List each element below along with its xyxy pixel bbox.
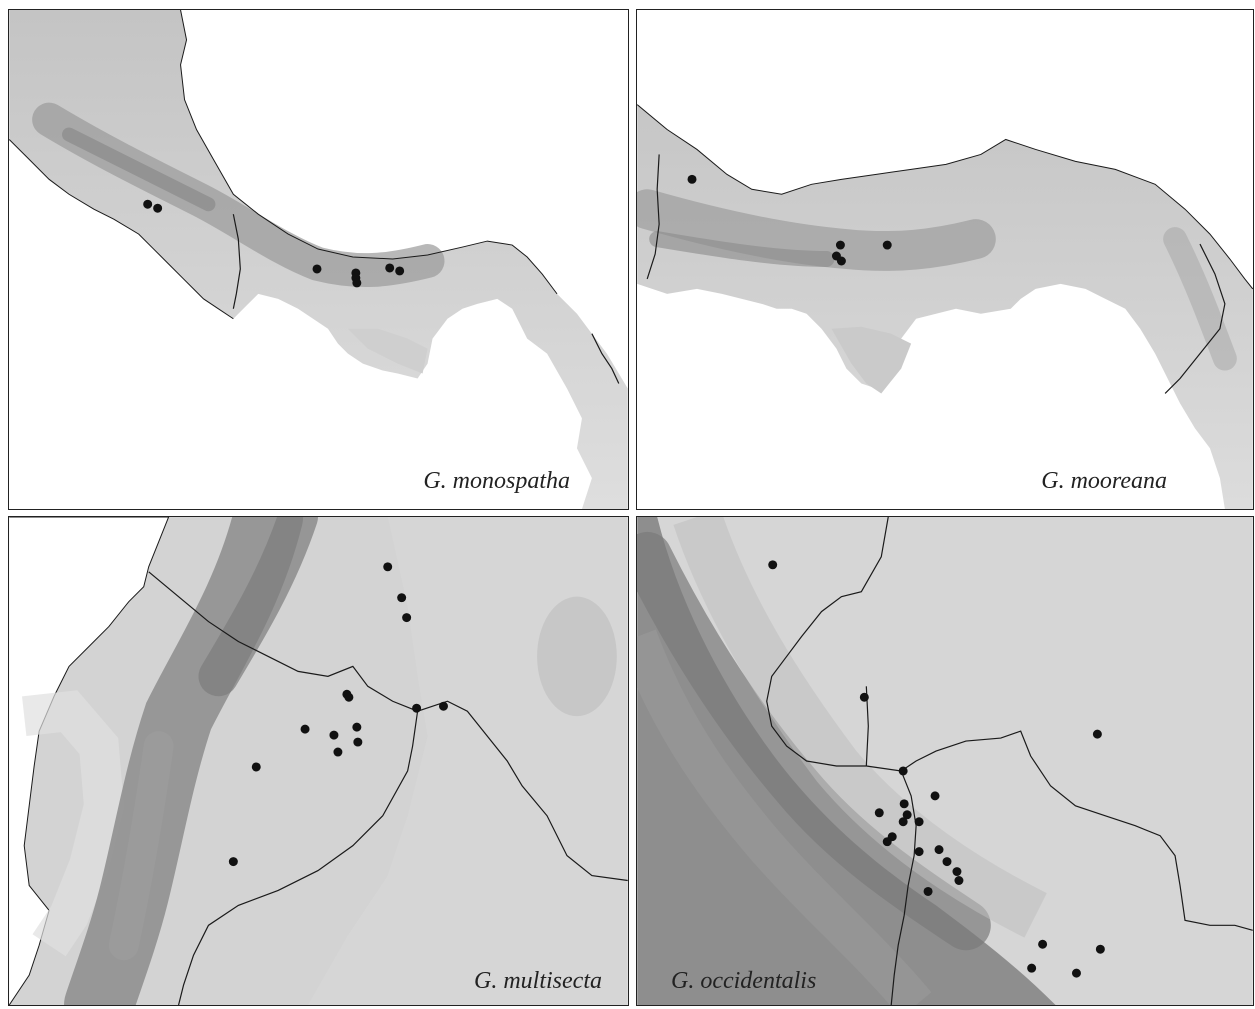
record-point bbox=[914, 847, 924, 857]
record-point bbox=[902, 810, 912, 820]
record-point bbox=[143, 199, 153, 209]
border-line bbox=[890, 770, 917, 1005]
record-point bbox=[836, 256, 846, 266]
record-point bbox=[874, 808, 884, 818]
record-point bbox=[352, 278, 362, 288]
record-point bbox=[1095, 944, 1105, 954]
map-multisecta bbox=[9, 517, 628, 1005]
record-point bbox=[1027, 963, 1037, 973]
border-line bbox=[232, 214, 241, 309]
border-line bbox=[148, 571, 628, 882]
species-label: G. multisecta bbox=[474, 968, 602, 994]
map-panel-occidentalis: G. occidentalis bbox=[636, 516, 1254, 1006]
record-point bbox=[898, 817, 908, 827]
record-point bbox=[300, 724, 310, 734]
record-point bbox=[312, 264, 322, 274]
record-point bbox=[952, 867, 962, 877]
border-line bbox=[766, 517, 889, 767]
record-point bbox=[251, 762, 261, 772]
record-point bbox=[439, 701, 448, 711]
record-point bbox=[914, 817, 924, 827]
record-point bbox=[687, 174, 697, 184]
record-points bbox=[768, 560, 1105, 978]
map-panel-mooreana: G. mooreana bbox=[636, 9, 1254, 510]
record-point bbox=[385, 263, 395, 273]
record-point bbox=[923, 886, 933, 896]
border-line bbox=[177, 711, 419, 1005]
species-label: G. occidentalis bbox=[671, 968, 817, 994]
border-line bbox=[646, 154, 660, 280]
record-point bbox=[835, 240, 845, 250]
record-point bbox=[1038, 939, 1048, 949]
record-point bbox=[1092, 729, 1102, 739]
record-points bbox=[228, 562, 448, 867]
record-point bbox=[153, 203, 163, 213]
record-points bbox=[687, 174, 892, 266]
record-point bbox=[329, 730, 339, 740]
record-point bbox=[859, 692, 869, 702]
map-mooreana bbox=[637, 10, 1253, 509]
record-point bbox=[333, 747, 343, 757]
record-point bbox=[412, 703, 422, 713]
record-point bbox=[228, 857, 238, 867]
map-monospatha bbox=[9, 10, 628, 509]
record-point bbox=[954, 876, 964, 885]
record-point bbox=[344, 692, 354, 702]
record-point bbox=[395, 266, 405, 276]
record-point bbox=[899, 799, 909, 809]
record-point bbox=[898, 766, 908, 776]
record-point bbox=[882, 240, 892, 250]
record-point bbox=[383, 562, 393, 572]
record-points bbox=[143, 199, 405, 288]
border-line bbox=[1164, 243, 1226, 394]
record-point bbox=[353, 737, 363, 747]
record-point bbox=[930, 791, 940, 801]
record-point bbox=[934, 845, 944, 855]
record-point bbox=[882, 837, 892, 847]
map-panel-multisecta: G. multisecta bbox=[8, 516, 629, 1006]
record-point bbox=[402, 613, 412, 623]
border-line bbox=[866, 730, 1253, 931]
land-mass bbox=[637, 104, 1253, 509]
record-point bbox=[1071, 968, 1081, 978]
map-occidentalis bbox=[637, 517, 1253, 1005]
species-label: G. monospatha bbox=[423, 468, 570, 494]
map-panel-monospatha: G. monospatha bbox=[8, 9, 629, 510]
species-label: G. mooreana bbox=[1041, 468, 1167, 494]
record-point bbox=[768, 560, 778, 570]
border-line bbox=[591, 333, 620, 384]
record-point bbox=[352, 722, 362, 732]
record-point bbox=[942, 857, 952, 867]
record-point bbox=[397, 593, 407, 603]
